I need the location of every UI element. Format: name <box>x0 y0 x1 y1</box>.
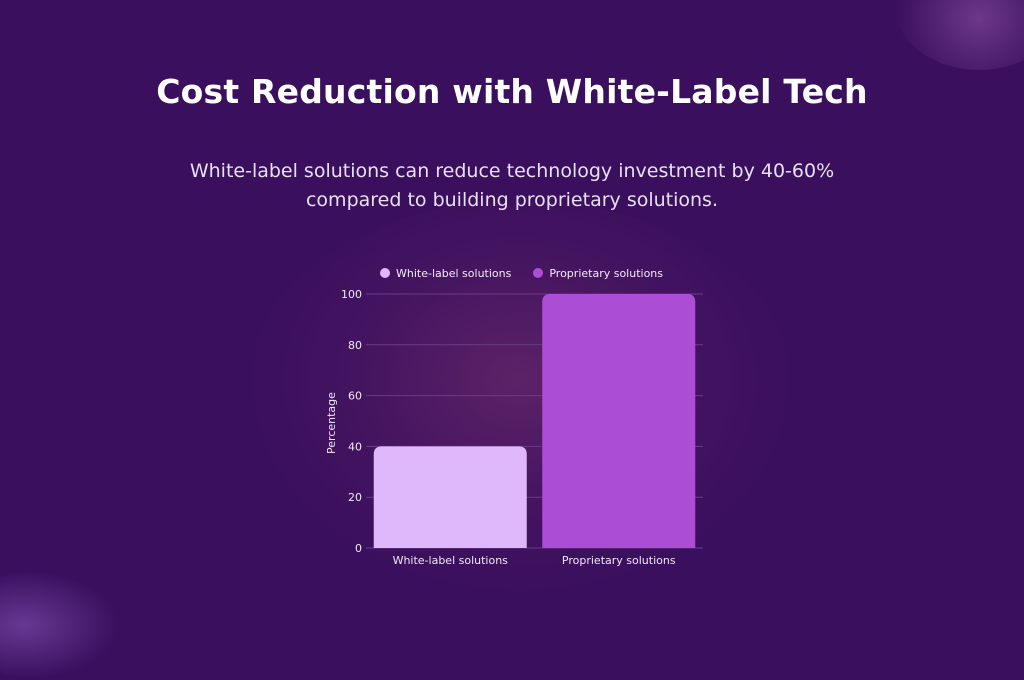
y-tick-label: 60 <box>348 390 362 403</box>
y-axis-label: Percentage <box>325 392 338 454</box>
bar-chart: 0 20 40 60 80 100 White-label solutions Propri… <box>325 288 703 567</box>
bars <box>373 294 696 548</box>
x-tick-label: White-label solutions <box>393 554 509 567</box>
y-tick-label: 100 <box>341 288 362 301</box>
bar-proprietary-solutions[interactable] <box>542 294 696 548</box>
legend-swatch-white-label <box>380 268 390 278</box>
y-tick-label: 80 <box>348 339 362 352</box>
legend-item-white-label[interactable]: White-label solutions <box>380 267 511 280</box>
y-axis-ticks: 0 20 40 60 80 100 <box>341 288 362 555</box>
legend-item-proprietary[interactable]: Proprietary solutions <box>533 267 663 280</box>
legend-swatch-proprietary <box>533 268 544 278</box>
chart-legend: White-label solutions Proprietary soluti… <box>380 264 680 282</box>
x-axis-ticks: White-label solutions Proprietary solutio… <box>393 554 676 567</box>
y-tick-label: 20 <box>348 491 362 504</box>
legend-label-proprietary: Proprietary solutions <box>549 266 664 280</box>
page-title: Cost Reduction with White-Label Tech <box>156 72 868 111</box>
x-tick-label: Proprietary solutions <box>562 554 676 567</box>
y-tick-label: 40 <box>348 440 362 453</box>
page-subtitle: White-label solutions can reduce technol… <box>189 160 835 211</box>
y-tick-label: 0 <box>355 542 362 555</box>
bar-white-label-solutions[interactable] <box>373 446 527 548</box>
legend-label-white-label: White-label solutions <box>396 266 512 280</box>
